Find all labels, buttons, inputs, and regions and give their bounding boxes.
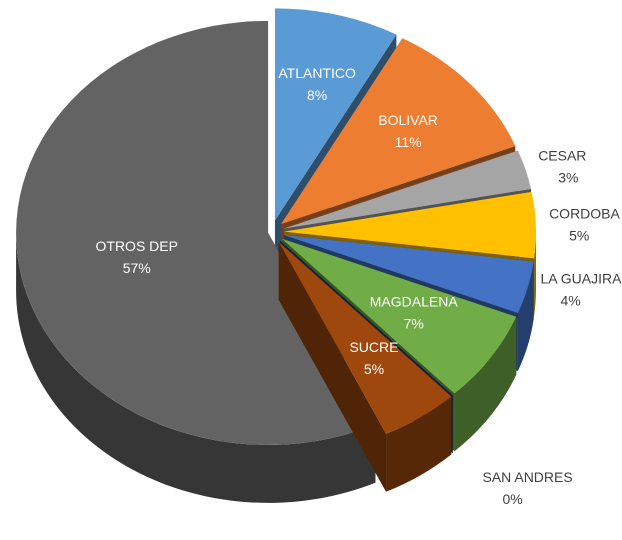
- slice-label: LA GUAJIRA: [540, 271, 622, 287]
- slice-label: MAGDALENA: [370, 294, 459, 310]
- slice-label: SUCRE: [349, 339, 398, 355]
- slice: [278, 241, 452, 492]
- slice-top: [283, 234, 534, 314]
- slice-label: CORDOBA: [549, 205, 620, 221]
- slice-value-label: 7%: [404, 316, 424, 332]
- slice-value-label: 0%: [502, 491, 522, 507]
- slice-top: [281, 238, 517, 394]
- slice-value-label: 57%: [123, 260, 151, 276]
- slice-top: [281, 38, 516, 225]
- slice-top: [283, 150, 532, 229]
- slice-top: [274, 8, 397, 221]
- slice-side: [534, 231, 536, 317]
- slice-label: BOLIVAR: [378, 112, 438, 128]
- slice-side: [386, 396, 452, 492]
- slice-label: ATLANTICO: [278, 65, 356, 81]
- slice-top: [278, 241, 452, 434]
- slice-label: CESAR: [538, 148, 586, 164]
- slice-side: [454, 316, 517, 452]
- slice-top: [16, 20, 376, 445]
- slice-value-label: 3%: [558, 170, 578, 186]
- slice-top: [283, 191, 536, 259]
- slice-value-label: 11%: [395, 134, 422, 150]
- slice-side: [517, 261, 534, 372]
- slice-value-label: 5%: [569, 227, 589, 243]
- slice-label: SAN ANDRES: [482, 469, 572, 485]
- slice-cut-face: [278, 241, 387, 492]
- slice-side: [16, 232, 376, 503]
- slice-value-label: 4%: [560, 293, 580, 309]
- slice-value-label: 5%: [364, 361, 384, 377]
- slice-label: OTROS DEP: [96, 238, 178, 254]
- slice-value-label: 8%: [307, 87, 327, 103]
